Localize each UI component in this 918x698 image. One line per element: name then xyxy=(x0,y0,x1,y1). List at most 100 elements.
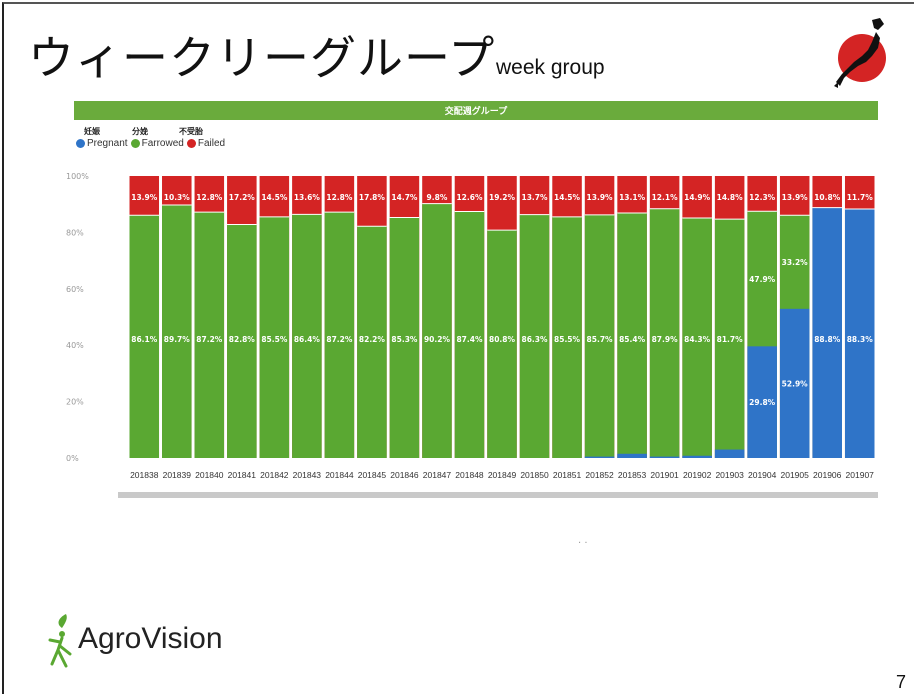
data-label-failed: 10.8% xyxy=(814,193,841,202)
bar-segment-pregnant xyxy=(584,456,615,458)
x-tick-label: 201838 xyxy=(130,470,159,480)
y-tick-label: 60% xyxy=(66,285,84,294)
data-label-pregnant: 29.8% xyxy=(749,398,776,407)
legend-label-farrowed: Farrowed xyxy=(141,138,184,149)
data-label-failed: 12.8% xyxy=(326,193,353,202)
y-tick-label: 20% xyxy=(66,398,84,407)
data-label-failed: 13.9% xyxy=(131,193,158,202)
x-tick-label: 201839 xyxy=(163,470,192,480)
bar-segment-farrowed xyxy=(162,205,192,458)
bar-segment-pregnant xyxy=(682,455,712,458)
x-tick-label: 201845 xyxy=(358,470,387,480)
x-tick-label: 201841 xyxy=(228,470,257,480)
x-tick-label: 201842 xyxy=(260,470,289,480)
page-dots: · · xyxy=(578,538,588,549)
data-label-failed: 14.5% xyxy=(554,193,581,202)
data-label-farrowed: 87.2% xyxy=(326,335,353,344)
data-label-farrowed: 84.3% xyxy=(684,335,711,344)
x-tick-label: 201901 xyxy=(650,470,679,480)
bar-segment-farrowed xyxy=(487,230,517,458)
y-tick-label: 100% xyxy=(66,172,89,181)
data-label-farrowed: 86.3% xyxy=(522,335,549,344)
data-label-farrowed: 87.4% xyxy=(456,335,483,344)
bar-segment-farrowed xyxy=(389,217,420,458)
chart-scrollbar[interactable] xyxy=(118,492,878,498)
data-label-failed: 13.7% xyxy=(522,193,549,202)
x-tick-label: 201902 xyxy=(683,470,712,480)
data-label-failed: 14.8% xyxy=(717,193,744,202)
data-label-pregnant: 52.9% xyxy=(782,379,809,388)
data-label-failed: 12.3% xyxy=(749,193,776,202)
data-label-failed: 14.5% xyxy=(261,193,288,202)
data-label-farrowed: 33.2% xyxy=(782,258,809,267)
logo-text: AgroVision xyxy=(78,622,223,655)
data-label-farrowed: 86.4% xyxy=(294,335,321,344)
data-label-farrowed: 82.2% xyxy=(359,335,386,344)
legend-item-failed[interactable]: Failed xyxy=(186,138,225,149)
agrovision-logo: AgroVision xyxy=(44,610,244,672)
legend-item-farrowed[interactable]: Farrowed xyxy=(130,138,184,149)
x-tick-label: 201904 xyxy=(748,470,777,480)
data-label-failed: 13.1% xyxy=(619,193,646,202)
bar-segment-pregnant xyxy=(844,208,875,458)
bar-segment-farrowed xyxy=(259,216,290,458)
legend-item-pregnant[interactable]: Pregnant xyxy=(76,138,128,149)
bar-segment-farrowed xyxy=(292,214,322,458)
bar-segment-pregnant xyxy=(779,308,810,458)
bar-segment-farrowed xyxy=(714,219,745,458)
data-label-farrowed: 85.4% xyxy=(619,335,646,344)
data-label-failed: 13.6% xyxy=(294,193,321,202)
x-tick-label: 201848 xyxy=(455,470,484,480)
bar-segment-pregnant xyxy=(714,449,745,458)
data-label-failed: 11.7% xyxy=(847,193,874,202)
x-tick-label: 201843 xyxy=(293,470,322,480)
y-tick-label: 0% xyxy=(66,454,79,463)
data-label-farrowed: 80.8% xyxy=(489,335,516,344)
bar-segment-farrowed xyxy=(454,211,485,458)
x-tick-label: 201906 xyxy=(813,470,842,480)
bar-segment-farrowed xyxy=(519,214,550,458)
bar-segment-farrowed xyxy=(422,203,452,458)
data-label-failed: 19.2% xyxy=(489,193,516,202)
bar-segment-pregnant xyxy=(747,346,777,458)
data-label-failed: 14.9% xyxy=(684,193,711,202)
data-label-farrowed: 87.2% xyxy=(196,335,223,344)
legend-jp-pregnant: 妊娠 xyxy=(84,127,100,136)
x-tick-label: 201852 xyxy=(585,470,614,480)
data-label-farrowed: 81.7% xyxy=(717,335,744,344)
x-tick-label: 201840 xyxy=(195,470,224,480)
data-label-pregnant: 88.8% xyxy=(814,335,841,344)
bar-segment-farrowed xyxy=(617,212,647,458)
bar-segment-farrowed xyxy=(357,226,387,458)
data-label-farrowed: 87.9% xyxy=(652,335,679,344)
y-tick-label: 80% xyxy=(66,228,84,237)
data-label-farrowed: 90.2% xyxy=(424,335,451,344)
x-tick-label: 201907 xyxy=(846,470,875,480)
data-label-failed: 13.9% xyxy=(587,193,614,202)
data-label-farrowed: 47.9% xyxy=(749,275,776,284)
data-label-failed: 13.9% xyxy=(782,193,809,202)
data-label-farrowed: 85.5% xyxy=(261,335,288,344)
data-label-failed: 17.8% xyxy=(359,193,386,202)
bar-segment-farrowed xyxy=(227,224,257,458)
data-label-failed: 10.3% xyxy=(164,193,191,202)
bar-segment-farrowed xyxy=(129,215,160,458)
data-label-failed: 12.6% xyxy=(456,193,483,202)
legend-dot-pregnant xyxy=(76,139,85,148)
legend-dot-failed xyxy=(186,139,196,148)
y-tick-label: 40% xyxy=(66,341,84,350)
x-tick-label: 201851 xyxy=(553,470,582,480)
data-label-farrowed: 85.3% xyxy=(391,335,418,344)
bar-segment-farrowed xyxy=(584,214,615,458)
data-label-farrowed: 85.7% xyxy=(587,335,614,344)
bar-segment-farrowed xyxy=(552,216,582,458)
bar-segment-farrowed xyxy=(324,212,355,458)
x-tick-label: 201844 xyxy=(325,470,354,480)
bar-segment-farrowed xyxy=(194,212,225,458)
page-number: 7 xyxy=(896,672,907,692)
data-label-failed: 14.7% xyxy=(391,193,418,202)
data-label-failed: 17.2% xyxy=(229,193,256,202)
x-tick-label: 201903 xyxy=(715,470,744,480)
legend-jp-failed: 不受胎 xyxy=(179,127,203,136)
